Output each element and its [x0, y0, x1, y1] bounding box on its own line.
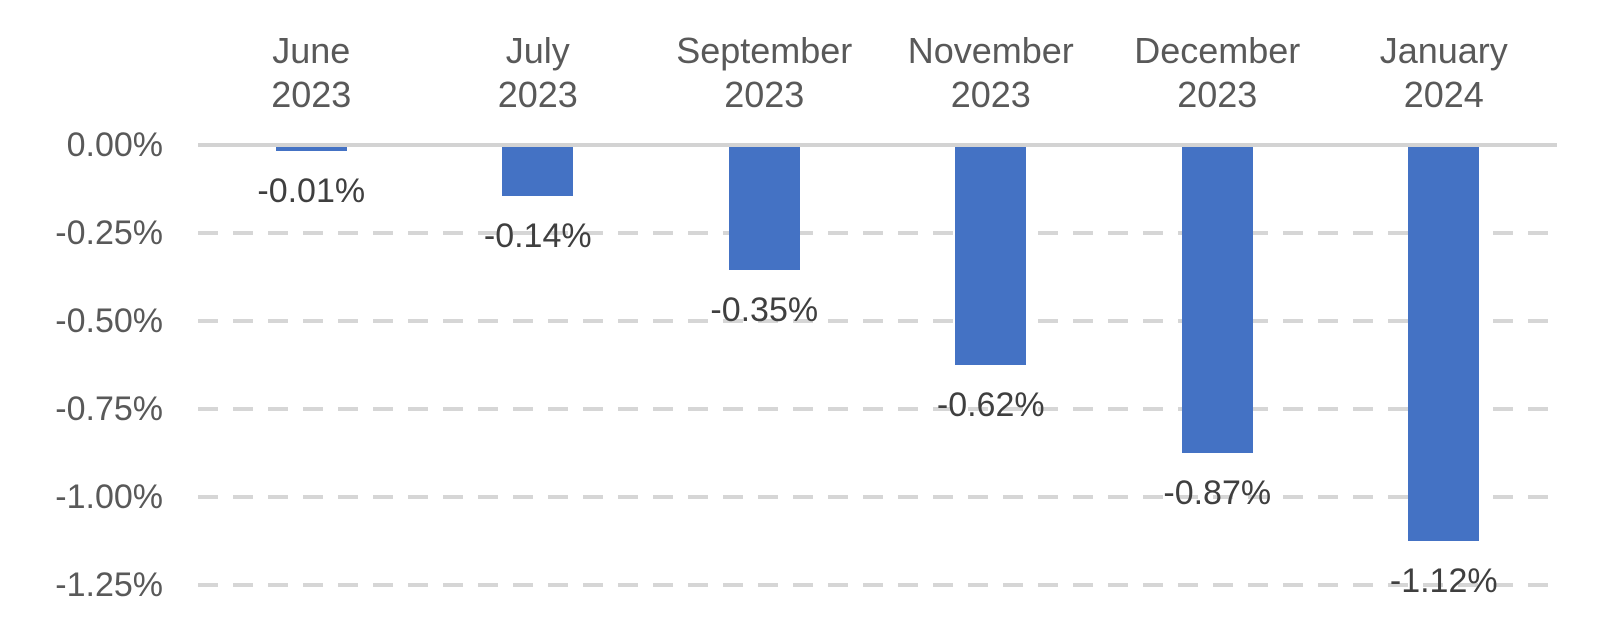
gridline: [198, 231, 1557, 235]
gridline: [198, 495, 1557, 499]
category-year-text: 2023: [497, 74, 578, 115]
bar: [275, 147, 347, 151]
category-month-text: September: [676, 30, 853, 71]
category-month-text: November: [907, 30, 1074, 71]
y-axis-tick-label: -1.00%: [55, 478, 163, 516]
y-axis-tick-label: -0.75%: [55, 390, 163, 428]
x-axis-category-label: November 2023: [841, 29, 1141, 117]
y-axis-tick-label: -1.25%: [55, 566, 163, 604]
bar: [955, 147, 1027, 365]
bar: [502, 147, 574, 196]
category-year-text: 2023: [1177, 74, 1258, 115]
category-year-text: 2024: [1403, 74, 1484, 115]
bar: [1181, 147, 1253, 453]
x-axis-category-label: January 2024: [1294, 29, 1594, 117]
bar: [728, 147, 800, 270]
x-axis-category-label: July 2023: [388, 29, 688, 117]
x-axis-category-label: June 2023: [161, 29, 461, 117]
category-month-text: December: [1134, 30, 1301, 71]
bar-value-label: -0.35%: [710, 291, 819, 329]
bar: [1408, 147, 1480, 541]
y-axis-tick-label: -0.25%: [55, 214, 163, 252]
bar-value-label: -0.01%: [257, 172, 366, 210]
category-month-text: January: [1379, 30, 1508, 71]
y-axis-tick-label: -0.50%: [55, 302, 163, 340]
bar-value-label: -0.87%: [1163, 474, 1272, 512]
category-year-text: 2023: [724, 74, 805, 115]
x-axis-category-label: December 2023: [1067, 29, 1367, 117]
x-axis-category-label: September 2023: [614, 29, 914, 117]
gridline: [198, 319, 1557, 323]
zero-axis-line: [198, 143, 1557, 147]
category-year-text: 2023: [271, 74, 352, 115]
gridline: [198, 407, 1557, 411]
category-month-text: July: [505, 30, 570, 71]
category-year-text: 2023: [950, 74, 1031, 115]
gridline: [198, 583, 1557, 587]
bar-value-label: -1.12%: [1389, 562, 1498, 600]
y-axis-tick-label: 0.00%: [66, 126, 163, 164]
bar-value-label: -0.14%: [483, 217, 592, 255]
bar-value-label: -0.62%: [936, 386, 1045, 424]
category-month-text: June: [272, 30, 351, 71]
